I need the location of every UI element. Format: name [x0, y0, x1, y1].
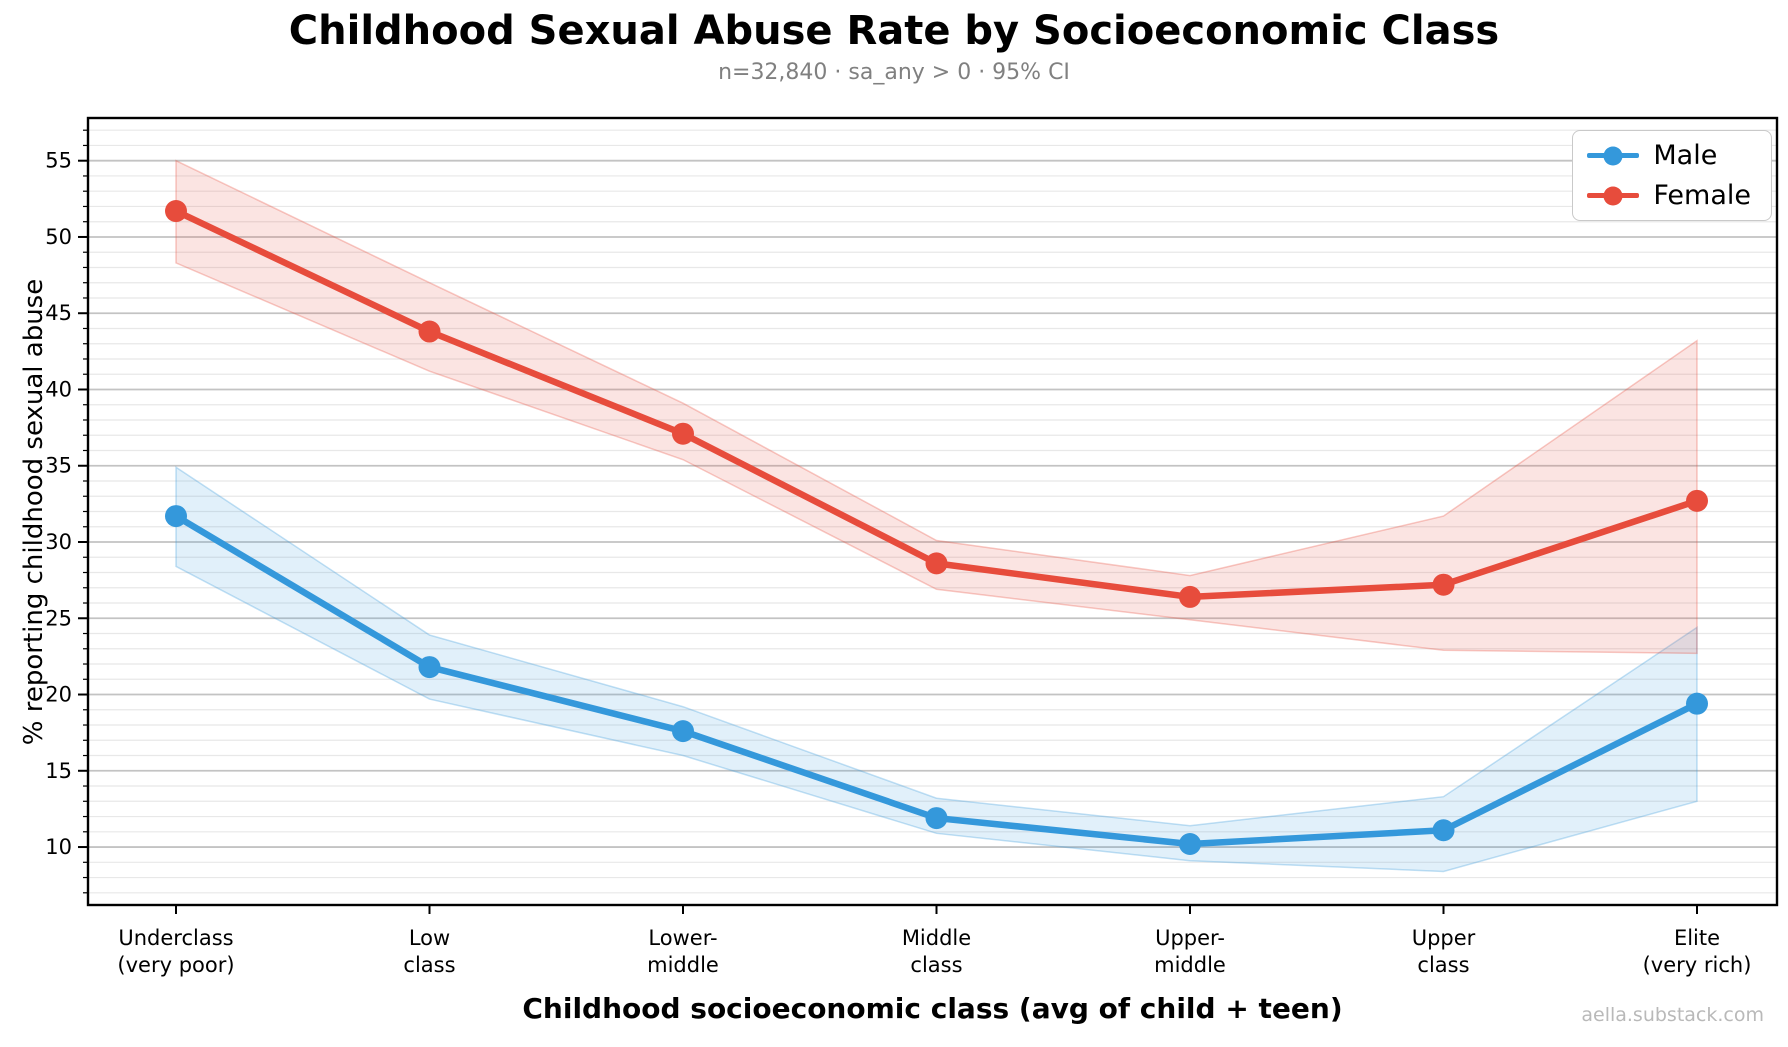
female-point-lower-middle	[672, 422, 694, 445]
female-point-underclass-very-poor	[165, 200, 187, 223]
male-point-elite-very-rich	[1686, 692, 1708, 715]
y-tick-label: 10	[45, 835, 72, 859]
legend-label-female: Female	[1653, 179, 1751, 211]
female-point-elite-very-rich	[1686, 489, 1708, 512]
y-tick-label: 15	[45, 759, 72, 783]
x-tick-label: Elite (very rich)	[1643, 926, 1752, 977]
male-confidence-band	[175, 465, 1698, 873]
male-point-low-class	[418, 656, 441, 679]
female-point-upper-middle	[1179, 585, 1201, 608]
y-tick-label: 55	[45, 149, 72, 173]
x-tick-label: Underclass (very poor)	[117, 926, 234, 977]
male-line-swatch-icon	[1587, 146, 1640, 166]
female-point-upper-class	[1432, 573, 1455, 596]
chart-subtitle: n=32,840 · sa_any > 0 · 95% CI	[718, 60, 1070, 85]
male-point-middle-class	[925, 807, 948, 830]
x-tick-label: Lower-middle	[647, 926, 719, 977]
female-point-middle-class	[925, 552, 948, 575]
legend-item-female: Female	[1587, 179, 1751, 211]
x-tick-label: Low class	[403, 926, 455, 977]
male-point-upper-middle	[1179, 832, 1201, 855]
y-tick-label: 40	[45, 377, 72, 401]
y-tick-label: 30	[45, 530, 72, 554]
legend-item-male: Male	[1587, 141, 1751, 171]
y-tick-label: 45	[45, 301, 72, 325]
legend-label-male: Male	[1653, 140, 1718, 171]
plot-border	[86, 116, 1779, 907]
chart-title: Childhood Sexual Abuse Rate by Socioecon…	[288, 8, 1500, 54]
y-tick-label: 50	[45, 225, 72, 249]
male-point-upper-class	[1432, 819, 1455, 842]
y-tick-label: 20	[45, 683, 72, 707]
x-axis-title: Childhood socioeconomic class (avg of ch…	[522, 992, 1343, 1025]
watermark-text: aella.substack.com	[1581, 1004, 1764, 1026]
x-tick-label: Upper class	[1412, 926, 1476, 977]
y-tick-label: 35	[45, 454, 72, 478]
x-tick-label: Upper-middle	[1154, 926, 1226, 977]
y-tick-label: 25	[45, 606, 72, 630]
male-point-underclass-very-poor	[165, 505, 187, 528]
legend: Male Female	[1572, 130, 1772, 222]
male-point-lower-middle	[672, 720, 694, 743]
x-tick-label: Middle class	[902, 926, 971, 977]
female-line-swatch-icon	[1587, 186, 1640, 206]
female-point-low-class	[418, 320, 441, 343]
